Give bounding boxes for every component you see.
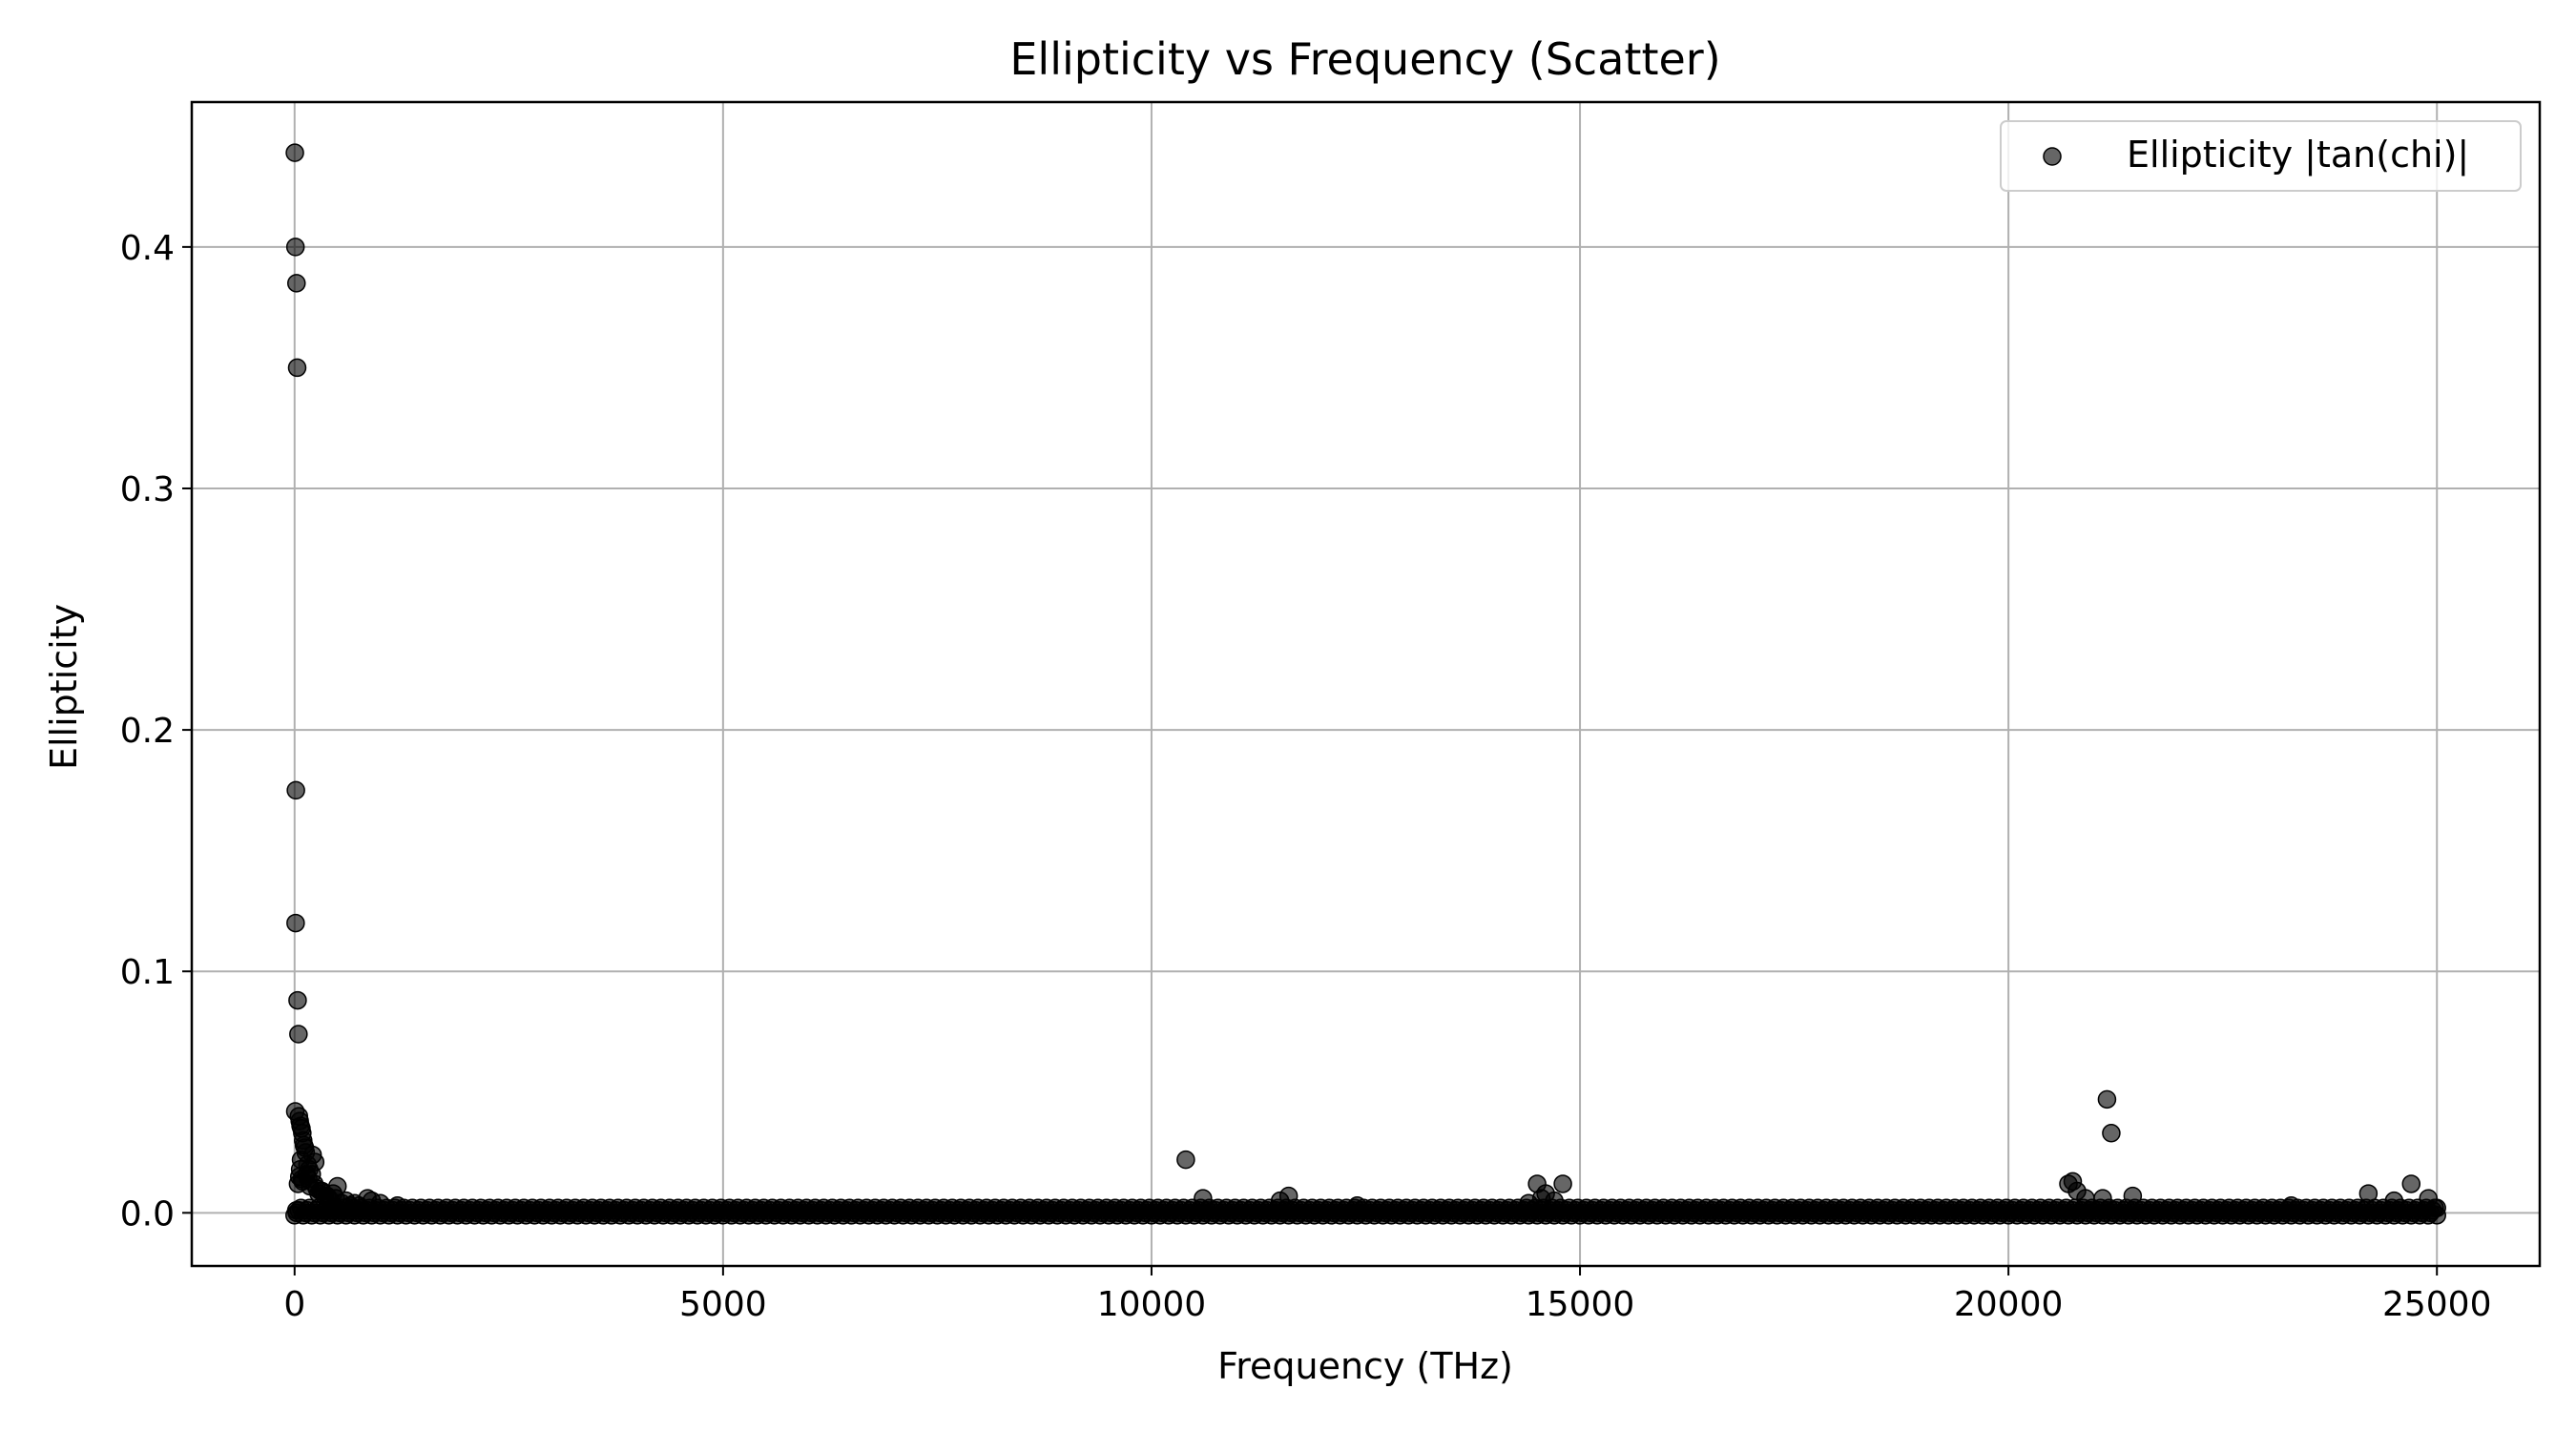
data-point	[288, 990, 307, 1010]
data-point	[286, 780, 305, 800]
legend-marker	[2043, 147, 2062, 166]
data-point	[2384, 1191, 2404, 1211]
data-point	[1194, 1189, 1213, 1208]
data-point	[387, 1195, 407, 1215]
data-point	[285, 143, 304, 162]
data-point	[305, 1152, 325, 1172]
data-point	[287, 358, 307, 378]
data-point	[2427, 1198, 2446, 1218]
data-point	[2281, 1195, 2301, 1215]
x-tick-label: 25000	[2382, 1285, 2492, 1324]
axis-ticks: 0 5000 10000 15000 20000 25000 0.0 0.1 0.2 0.3 0.4	[120, 229, 2492, 1324]
data-point	[362, 1191, 382, 1211]
y-tick-label: 0.3	[120, 470, 175, 509]
y-tick-label: 0.2	[120, 712, 175, 751]
data-point	[289, 1025, 308, 1044]
data-point	[2401, 1174, 2421, 1193]
y-tick-label: 0.0	[120, 1194, 175, 1234]
data-point	[1545, 1191, 1564, 1211]
data-point	[2093, 1189, 2112, 1208]
legend: Ellipticity |tan(chi)|	[2000, 120, 2522, 192]
data-point	[2358, 1184, 2379, 1203]
data-point	[2102, 1124, 2121, 1143]
legend-box	[2000, 120, 2522, 192]
plot-area-background	[192, 102, 2540, 1266]
x-tick-label: 5000	[679, 1285, 767, 1324]
legend-label: Ellipticity |tan(chi)|	[2127, 134, 2469, 176]
data-point	[285, 238, 305, 257]
data-points	[285, 143, 2446, 1225]
data-point	[1553, 1174, 1572, 1193]
y-tick-label: 0.1	[120, 953, 175, 992]
chart-title: Ellipticity vs Frequency (Scatter)	[1009, 33, 1720, 85]
data-point	[286, 913, 305, 933]
data-point	[287, 274, 306, 293]
plot-frame	[190, 100, 2542, 1268]
x-tick-label: 10000	[1097, 1285, 1207, 1324]
y-axis-label: Ellipticity	[43, 604, 85, 770]
data-point	[2076, 1189, 2095, 1208]
x-tick-label: 20000	[1954, 1285, 2064, 1324]
data-point	[1176, 1150, 1195, 1170]
data-point	[286, 1201, 306, 1220]
data-point	[1278, 1186, 1298, 1206]
data-point	[1347, 1195, 1367, 1215]
data-point	[2123, 1186, 2143, 1206]
x-axis-label: Frequency (THz)	[1217, 1345, 1513, 1387]
x-tick-label: 0	[283, 1285, 305, 1324]
x-tick-label: 15000	[1526, 1285, 1635, 1324]
data-point	[2097, 1089, 2117, 1110]
y-tick-label: 0.4	[120, 229, 175, 268]
